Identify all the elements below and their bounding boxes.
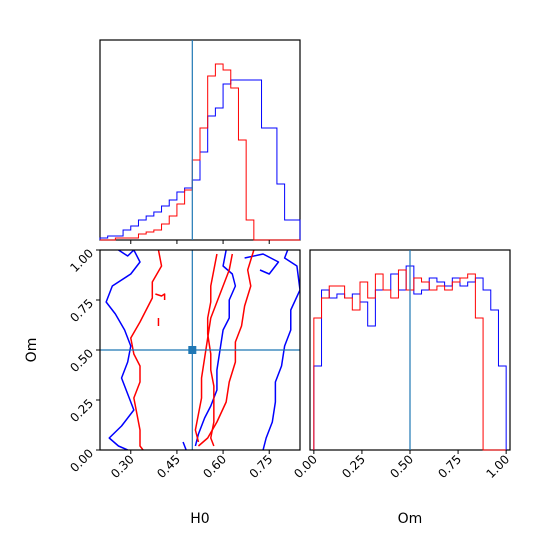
om-hist-xtick-label: 0.25 — [339, 452, 368, 481]
om-ytick-label: 0.75 — [67, 296, 96, 325]
contour-series-1-line-1 — [105, 250, 141, 450]
om-hist-xtick-label: 0.50 — [387, 452, 416, 481]
om-ytick-label: 0.25 — [67, 396, 96, 425]
contour-series-1-line-2 — [262, 250, 300, 450]
truth-point-marker — [188, 346, 197, 354]
contour-series-2-line-3 — [194, 253, 234, 443]
om-hist-xtick-label: 1.00 — [483, 452, 512, 481]
om-hist-xtick-label: 0.75 — [435, 452, 464, 481]
contour-series-2-line-2 — [197, 250, 255, 447]
h0-histogram-series-2 — [100, 63, 300, 241]
h0-histogram-panel — [99, 39, 301, 244]
h0-xtick-label: 0.45 — [154, 452, 183, 481]
contour-series-1-line-4 — [244, 253, 280, 275]
h0-om-contour-panel: 0.30 0.45 0.60 0.75 0.00 0.25 0.50 0.75 1.00 — [67, 246, 301, 481]
om-ytick-label: 0.00 — [67, 446, 96, 475]
h0-xtick-label: 0.30 — [108, 452, 137, 481]
h0-axis-label: H0 — [190, 511, 209, 527]
contour-series-1-line-3 — [194, 250, 237, 447]
om-histogram-series-2 — [313, 269, 507, 451]
om-hist-xtick-label: 0.00 — [291, 452, 320, 481]
h0-xtick-label: 0.60 — [200, 452, 229, 481]
h0-histogram-frame — [99, 39, 301, 241]
contour-series-2-line-1 — [130, 250, 163, 450]
om-axis-label-y: Om — [24, 338, 40, 363]
contour-series-2-line-4 — [206, 253, 218, 447]
om-ytick-label: 0.50 — [67, 346, 96, 375]
h0-xtick-label: 0.75 — [247, 452, 276, 481]
contour-series-2-line-6 — [155, 293, 166, 300]
om-axis-label-x: Om — [398, 511, 423, 527]
contour-lines — [105, 250, 300, 450]
om-ytick-label: 1.00 — [67, 246, 96, 275]
om-histogram-panel: 0.00 0.25 0.50 0.75 1.00 — [291, 249, 512, 481]
contour-series-1-line-5 — [182, 441, 187, 450]
